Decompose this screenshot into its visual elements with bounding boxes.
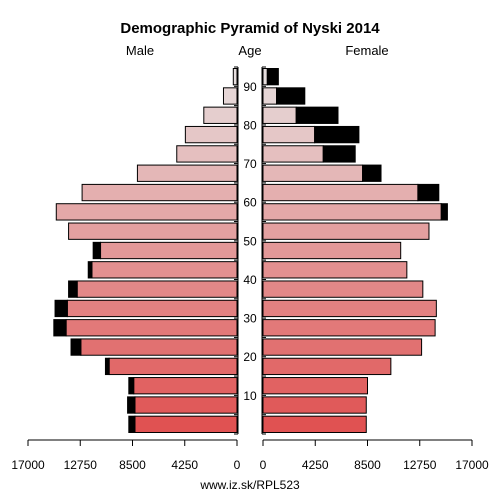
male-bar	[133, 377, 238, 395]
male-excess-bar	[128, 415, 136, 433]
age-tick-label: 20	[243, 350, 257, 364]
male-excess-bar	[127, 396, 136, 414]
female-bar	[262, 261, 408, 279]
male-label: Male	[126, 43, 154, 58]
female-bar	[262, 377, 368, 395]
male-bar	[222, 87, 238, 105]
female-bar	[262, 164, 364, 182]
male-bar	[55, 203, 238, 221]
male-excess-bar	[68, 280, 78, 298]
male-bar	[68, 222, 238, 240]
female-bar	[262, 357, 392, 376]
female-excess-bar	[322, 145, 356, 163]
male-bar	[134, 415, 238, 433]
female-bar	[262, 319, 436, 337]
female-bars	[262, 68, 448, 433]
female-excess-bar	[266, 68, 279, 86]
male-excess-bar	[128, 377, 135, 395]
male-bar	[176, 145, 238, 163]
female-excess-bar	[417, 183, 440, 202]
chart-title: Demographic Pyramid of Nyski 2014	[120, 20, 380, 37]
male-bar	[100, 241, 238, 260]
male-bar	[203, 106, 238, 124]
x-tick-label-left: 8500	[119, 458, 146, 472]
female-bar	[262, 145, 324, 163]
male-bar	[134, 396, 238, 414]
male-bar	[108, 357, 238, 376]
female-label: Female	[345, 43, 388, 58]
male-bar	[80, 338, 238, 356]
female-excess-bar	[314, 125, 360, 144]
x-tick-label-right: 4250	[302, 458, 329, 472]
female-bar	[262, 396, 367, 414]
male-excess-bar	[104, 357, 110, 376]
x-tick-label-right: 17000	[455, 458, 489, 472]
age-tick-label: 10	[243, 389, 257, 403]
male-bar	[76, 280, 238, 298]
female-bar	[262, 241, 402, 260]
age-tick-label: 40	[243, 273, 257, 287]
female-excess-bar	[276, 87, 306, 105]
age-axis: 10 20 30 40 50 60 70 80 90	[234, 66, 266, 435]
x-tick-label-left: 0	[234, 458, 241, 472]
male-excess-bar	[54, 299, 68, 318]
female-bar	[262, 106, 297, 124]
female-bar	[262, 415, 367, 433]
female-bar	[262, 183, 419, 202]
female-bar	[262, 338, 423, 356]
male-bar	[65, 319, 238, 337]
age-tick-label: 70	[243, 157, 257, 171]
female-bar	[262, 222, 430, 240]
x-tick-label-right: 0	[260, 458, 267, 472]
female-bar	[262, 203, 442, 221]
female-bar	[262, 68, 268, 86]
male-excess-bar	[92, 241, 102, 260]
male-bar	[81, 183, 238, 202]
age-tick-label: 80	[243, 118, 257, 132]
female-bar	[262, 280, 424, 298]
age-tick-label: 60	[243, 196, 257, 210]
x-tick-label-left: 12750	[64, 458, 98, 472]
female-bar	[262, 87, 278, 105]
x-axis-ticks: 17000 12750 8500 4250 0 0 4250 8500 12750 17000	[11, 440, 489, 472]
male-bar	[232, 68, 238, 86]
male-excess-bar	[53, 319, 67, 337]
male-bar	[91, 261, 238, 279]
x-tick-label-left: 4250	[171, 458, 198, 472]
female-excess-bar	[295, 106, 339, 124]
male-bar	[66, 299, 238, 318]
male-bars	[53, 68, 238, 433]
x-tick-label-left: 17000	[11, 458, 45, 472]
age-tick-label: 90	[243, 80, 257, 94]
female-bar	[262, 125, 316, 144]
x-tick-label-right: 12750	[403, 458, 437, 472]
male-excess-bar	[87, 261, 93, 279]
male-bar	[184, 125, 238, 144]
x-tick-label-right: 8500	[354, 458, 381, 472]
age-tick-label: 50	[243, 234, 257, 248]
source-label: www.iz.sk/RPL523	[199, 478, 300, 492]
male-excess-bar	[70, 338, 82, 356]
female-excess-bar	[440, 203, 448, 221]
age-tick-label: 30	[243, 312, 257, 326]
male-bar	[136, 164, 238, 182]
female-bar	[262, 299, 437, 318]
female-excess-bar	[362, 164, 382, 182]
age-label: Age	[238, 43, 261, 58]
